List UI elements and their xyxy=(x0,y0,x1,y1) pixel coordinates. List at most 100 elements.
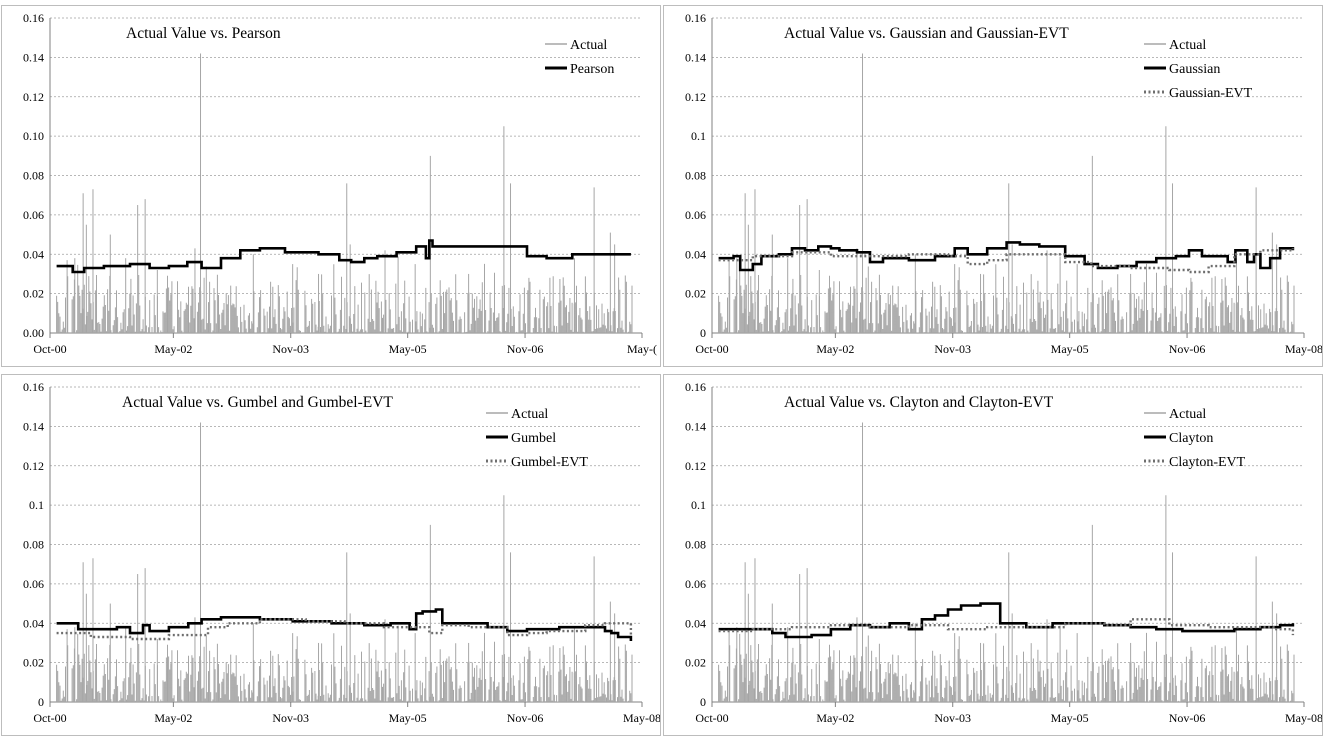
y-tick-label: 0.16 xyxy=(685,380,706,394)
x-tick-label: May-02 xyxy=(154,711,192,725)
y-tick-label: 0.00 xyxy=(23,326,44,340)
legend-label-clayton: Clayton xyxy=(1169,431,1213,446)
chart-svg: 0 0.02 0.04 0.06 0.08 0.1 0.12 0.14 0.16 Oct-00 Ma… xyxy=(685,380,1322,725)
legend-label-gumbel: Gumbel xyxy=(511,431,556,446)
series-gaussian-evt xyxy=(718,248,1295,274)
y-tick-label: 0.12 xyxy=(23,459,44,473)
y-tick-label: 0.12 xyxy=(23,90,44,104)
actual-noise xyxy=(718,256,1295,333)
x-tick-label: May-05 xyxy=(1051,711,1089,725)
x-tick-label: Nov-06 xyxy=(1169,342,1206,356)
gridlines xyxy=(50,17,642,295)
y-tick-label: 0.12 xyxy=(685,90,706,104)
x-tick-label: Oct-00 xyxy=(33,711,66,725)
x-tick-label: Nov-06 xyxy=(507,711,544,725)
y-tick-label: 0.04 xyxy=(23,616,44,630)
series-gumbel xyxy=(56,608,633,641)
x-tick-label: Nov-03 xyxy=(934,711,971,725)
y-tick-label: 0.04 xyxy=(685,616,706,630)
legend: Actual Clayton Clayton-EVT xyxy=(1144,407,1246,470)
x-tick-label: Nov-06 xyxy=(1169,711,1206,725)
y-tick-label: 0.14 xyxy=(685,50,706,64)
y-tick-label: 0.06 xyxy=(685,577,706,591)
x-tick-label: Nov-06 xyxy=(507,342,544,356)
x-tick-label: Oct-00 xyxy=(695,711,728,725)
series-actual xyxy=(718,422,1295,702)
y-tick-label: 0.06 xyxy=(23,577,44,591)
y-tick-label: 0.06 xyxy=(23,208,44,222)
chart-svg: 0 0.02 0.04 0.06 0.08 0.1 0.12 0.14 0.16 Oct-00 Ma… xyxy=(23,380,660,725)
chart-panel-gaussian: 0 0.02 0.04 0.06 0.08 0.1 0.12 0.14 0.16 Oct-00 Ma… xyxy=(663,5,1323,367)
x-tick-label: May-( xyxy=(627,342,657,356)
y-tick-label: 0.04 xyxy=(685,247,706,261)
x-tick-label: May-05 xyxy=(1051,342,1089,356)
y-tick-label: 0.14 xyxy=(685,419,706,433)
y-tick-label: 0.14 xyxy=(23,419,44,433)
y-tick-label: 0.1 xyxy=(29,498,44,512)
gridlines xyxy=(712,17,1304,295)
y-tick-label: 0.1 xyxy=(691,129,706,143)
legend-label-gaussian: Gaussian xyxy=(1169,62,1220,77)
legend-label-actual: Actual xyxy=(511,407,548,422)
chart-title: Actual Value vs. Clayton and Clayton-EVT xyxy=(784,394,1054,411)
chart-panel-pearson: 0.00 0.02 0.04 0.06 0.08 0.10 0.12 0.14 0.16 Oct-… xyxy=(1,5,661,367)
chart-title: Actual Value vs. Gaussian and Gaussian-E… xyxy=(784,25,1069,42)
series-clayton xyxy=(718,602,1295,639)
legend: Actual Pearson xyxy=(545,38,614,77)
x-tick-label: May-02 xyxy=(154,342,192,356)
actual-noise xyxy=(718,625,1295,702)
y-tick-label: 0.08 xyxy=(685,169,706,183)
chart-panel-clayton: 0 0.02 0.04 0.06 0.08 0.1 0.12 0.14 0.16 Oct-00 Ma… xyxy=(663,374,1323,736)
y-tick-label: 0.16 xyxy=(23,380,44,394)
gridlines xyxy=(50,386,642,664)
x-tick-label: May-08 xyxy=(623,711,660,725)
y-tick-label: 0 xyxy=(700,326,706,340)
x-tick-label: Nov-03 xyxy=(272,342,309,356)
x-tick-label: May-05 xyxy=(389,711,427,725)
y-tick-label: 0.02 xyxy=(23,287,44,301)
chart-panel-gumbel: 0 0.02 0.04 0.06 0.08 0.1 0.12 0.14 0.16 Oct-00 Ma… xyxy=(1,374,661,736)
chart-svg: 0.00 0.02 0.04 0.06 0.08 0.10 0.12 0.14 0.16 Oct-… xyxy=(23,11,657,356)
y-tick-label: 0 xyxy=(700,695,706,709)
legend-label-gumbel-evt: Gumbel-EVT xyxy=(511,455,588,470)
gridlines xyxy=(712,386,1304,664)
y-tick-label: 0 xyxy=(38,695,44,709)
series-actual xyxy=(56,53,633,333)
legend-label-actual: Actual xyxy=(570,38,607,53)
y-tick-label: 0.14 xyxy=(23,50,44,64)
series-clayton-evt xyxy=(718,618,1295,636)
y-tick-label: 0.16 xyxy=(23,11,44,25)
legend: Actual Gumbel Gumbel-EVT xyxy=(486,407,588,470)
chart-svg: 0 0.02 0.04 0.06 0.08 0.1 0.12 0.14 0.16 Oct-00 Ma… xyxy=(685,11,1322,356)
y-tick-label: 0.06 xyxy=(685,208,706,222)
legend-label-gaussian-evt: Gaussian-EVT xyxy=(1169,86,1253,101)
actual-noise xyxy=(56,256,633,333)
x-tick-label: May-02 xyxy=(816,711,854,725)
series-gumbel-evt xyxy=(56,618,633,641)
y-tick-label: 0.16 xyxy=(685,11,706,25)
y-tick-label: 0.02 xyxy=(685,287,706,301)
legend-label-clayton-evt: Clayton-EVT xyxy=(1169,455,1246,470)
x-tick-label: Oct-00 xyxy=(695,342,728,356)
y-tick-label: 0.10 xyxy=(23,129,44,143)
series-actual xyxy=(718,53,1295,333)
series-actual xyxy=(56,422,633,702)
series-pearson xyxy=(56,239,631,274)
y-tick-label: 0.12 xyxy=(685,459,706,473)
y-tick-label: 0.08 xyxy=(23,169,44,183)
actual-noise xyxy=(56,625,633,702)
legend-label-actual: Actual xyxy=(1169,407,1206,422)
x-tick-label: May-08 xyxy=(1285,711,1322,725)
chart-title: Actual Value vs. Pearson xyxy=(126,25,281,42)
y-tick-label: 0.02 xyxy=(685,656,706,670)
legend: Actual Gaussian Gaussian-EVT xyxy=(1144,38,1253,101)
x-tick-label: Nov-03 xyxy=(272,711,309,725)
y-tick-label: 0.04 xyxy=(23,247,44,261)
x-tick-label: Oct-00 xyxy=(33,342,66,356)
y-tick-label: 0.02 xyxy=(23,656,44,670)
y-tick-label: 0.1 xyxy=(691,498,706,512)
y-tick-label: 0.08 xyxy=(685,538,706,552)
x-tick-label: May-02 xyxy=(816,342,854,356)
legend-label-pearson: Pearson xyxy=(570,62,614,77)
series-gaussian xyxy=(718,241,1295,272)
